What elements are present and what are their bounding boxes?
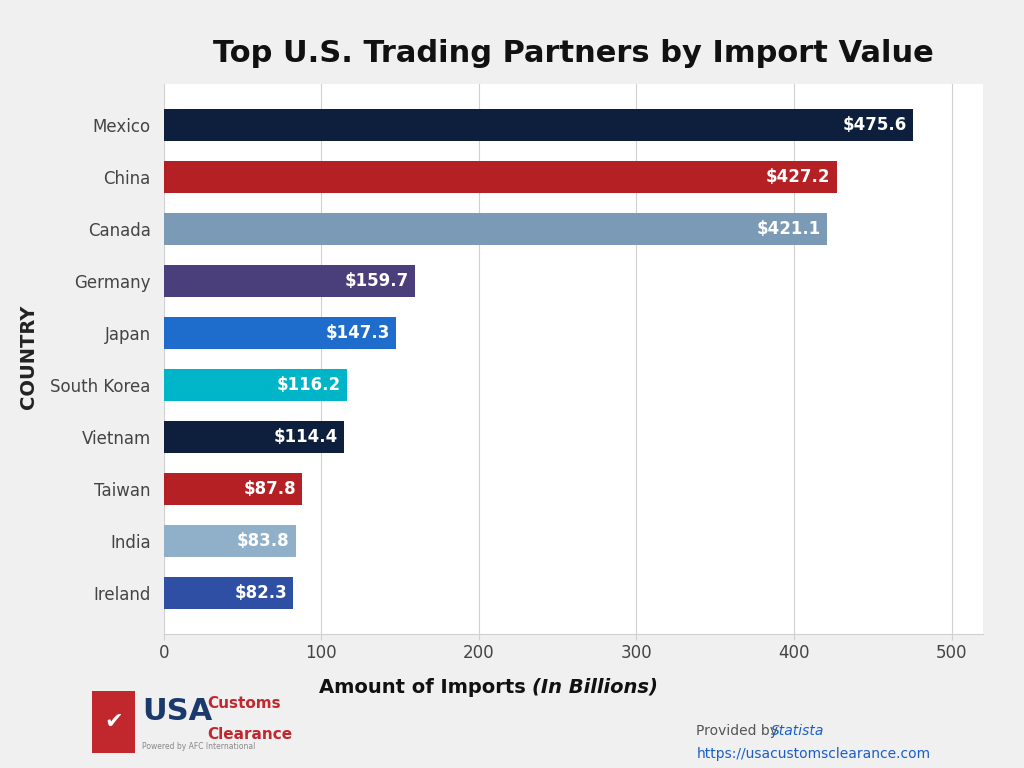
Text: Statista: Statista xyxy=(771,724,824,738)
FancyBboxPatch shape xyxy=(92,691,135,753)
Text: $83.8: $83.8 xyxy=(237,532,290,550)
Text: $147.3: $147.3 xyxy=(326,324,389,342)
Text: COUNTRY: COUNTRY xyxy=(19,305,38,409)
Text: Clearance: Clearance xyxy=(207,727,292,742)
Bar xyxy=(164,214,827,245)
Text: $114.4: $114.4 xyxy=(273,428,338,446)
Bar xyxy=(164,266,416,296)
Bar xyxy=(164,422,344,452)
Text: $427.2: $427.2 xyxy=(766,168,830,186)
Bar xyxy=(164,110,913,141)
Text: $159.7: $159.7 xyxy=(345,272,410,290)
Text: https://usacustomsclearance.com: https://usacustomsclearance.com xyxy=(696,747,931,761)
Text: Customs: Customs xyxy=(207,697,281,711)
Bar xyxy=(164,161,837,193)
Text: ✔: ✔ xyxy=(104,712,123,732)
Text: $116.2: $116.2 xyxy=(276,376,341,394)
Bar xyxy=(164,369,347,401)
Text: $475.6: $475.6 xyxy=(843,116,907,134)
Bar xyxy=(164,473,302,505)
Text: $421.1: $421.1 xyxy=(757,220,821,238)
Bar xyxy=(164,317,396,349)
Text: $82.3: $82.3 xyxy=(234,584,287,602)
Text: (In Billions): (In Billions) xyxy=(532,678,658,697)
Text: $87.8: $87.8 xyxy=(244,480,296,498)
Title: Top U.S. Trading Partners by Import Value: Top U.S. Trading Partners by Import Valu… xyxy=(213,39,934,68)
Bar xyxy=(164,578,294,608)
Text: Provided by: Provided by xyxy=(696,724,782,738)
Text: USA: USA xyxy=(142,697,213,727)
Text: Powered by AFC International: Powered by AFC International xyxy=(142,742,256,751)
Bar xyxy=(164,525,296,557)
Text: Amount of Imports: Amount of Imports xyxy=(319,678,532,697)
